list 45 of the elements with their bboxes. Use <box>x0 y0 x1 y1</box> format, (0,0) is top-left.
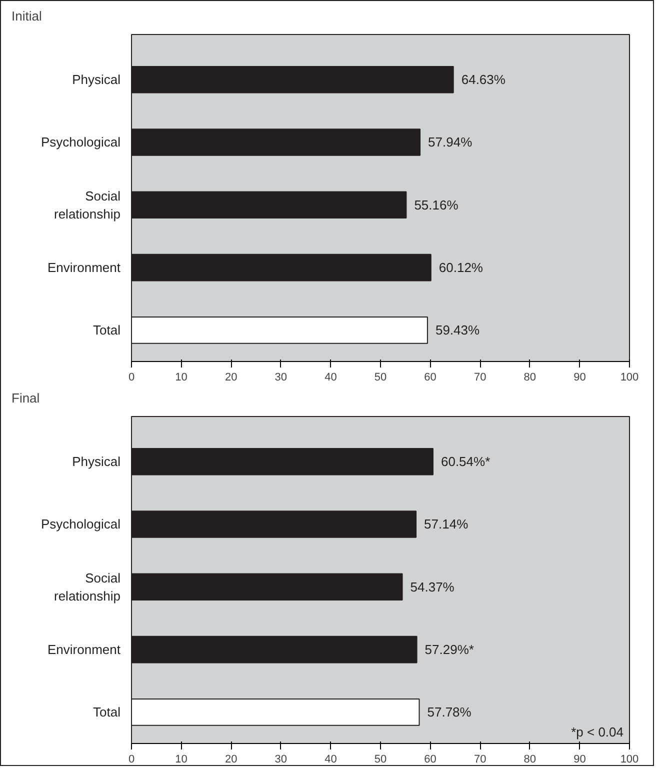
y-tick-label: Psychological <box>41 516 121 532</box>
data-label: 54.37% <box>410 579 455 594</box>
data-label: 59.43% <box>435 322 480 338</box>
y-tick-label: Social relationship <box>54 570 121 604</box>
text: Final <box>12 390 40 406</box>
text: Initial <box>12 8 42 24</box>
data-label: 55.16% <box>414 197 459 212</box>
x-tick-label: 90 <box>574 754 586 766</box>
y-tick-label: Total <box>93 322 121 338</box>
x-tick-label: 0 <box>128 372 135 384</box>
x-tick-label: 40 <box>324 372 337 384</box>
x-tick-label: 70 <box>474 372 486 384</box>
annotation: *p < 0.04 <box>571 724 624 740</box>
x-tick-label: 10 <box>175 372 188 384</box>
data-label: 57.29%* <box>424 642 474 658</box>
data-label: 60.12% <box>438 260 484 276</box>
data-label: 64.63% <box>461 72 506 88</box>
data-label: 57.14% <box>424 516 469 532</box>
x-tick-label: 10 <box>175 754 188 766</box>
data-label: 57.94% <box>428 134 473 150</box>
x-tick-label: 60 <box>424 372 436 384</box>
data-label: 60.54%* <box>440 454 490 470</box>
x-tick-label: 20 <box>224 754 238 766</box>
x-tick-label: 80 <box>524 754 536 766</box>
x-tick-label: 50 <box>374 754 387 766</box>
x-tick-label: 90 <box>574 372 586 384</box>
x-tick-label: 30 <box>274 754 288 766</box>
x-tick-label: 100 <box>620 372 639 384</box>
y-tick-label: Psychological <box>41 134 121 150</box>
x-tick-label: 60 <box>424 754 436 766</box>
y-tick-label: Environment <box>48 642 121 658</box>
data-label: 57.78% <box>427 704 472 720</box>
y-tick-label: Social relationship <box>54 188 121 222</box>
y-tick-label: Total <box>93 704 121 720</box>
x-tick-label: 40 <box>324 754 337 766</box>
x-tick-label: 80 <box>524 372 536 384</box>
y-tick-label: Environment <box>48 260 121 276</box>
x-tick-label: 50 <box>374 372 387 384</box>
x-tick-label: 100 <box>620 754 639 766</box>
x-tick-label: 20 <box>224 372 238 384</box>
y-tick-label: Physical <box>72 72 121 88</box>
x-tick-label: 70 <box>474 754 486 766</box>
x-tick-label: 0 <box>128 754 135 766</box>
y-tick-label: Physical <box>72 454 121 470</box>
x-tick-label: 30 <box>274 372 288 384</box>
